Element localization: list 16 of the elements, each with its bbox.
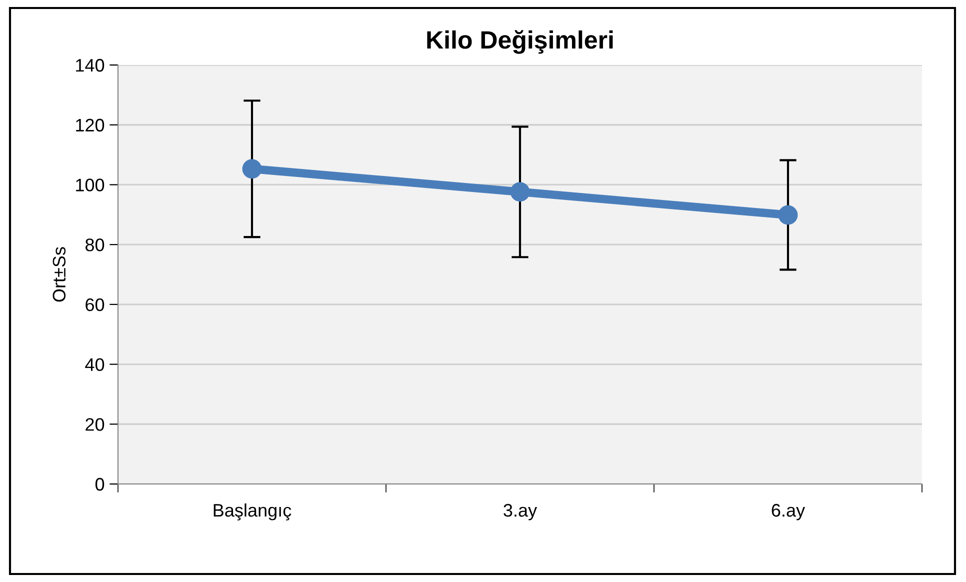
x-tick-label: Başlangıç [214,503,292,520]
point [242,159,262,179]
y-tick-label: 0 [95,478,104,491]
point [510,182,530,202]
y-axis-title: Ort±Ss [52,247,66,302]
y-tick-label: 100 [76,178,104,192]
y-tick-label: 60 [86,298,104,312]
y-tick-label: 40 [85,358,104,372]
y-tick-label: 20 [86,418,104,431]
x-tick-label: 6.ay [772,504,806,520]
chart-title: Kilo Değişimleri [427,30,613,54]
x-tick-label: 3.ay [504,504,538,520]
y-tick-label: 140 [76,58,104,72]
point [778,205,798,225]
y-tick-label: 120 [76,118,104,132]
y-tick-label: 80 [86,238,104,252]
